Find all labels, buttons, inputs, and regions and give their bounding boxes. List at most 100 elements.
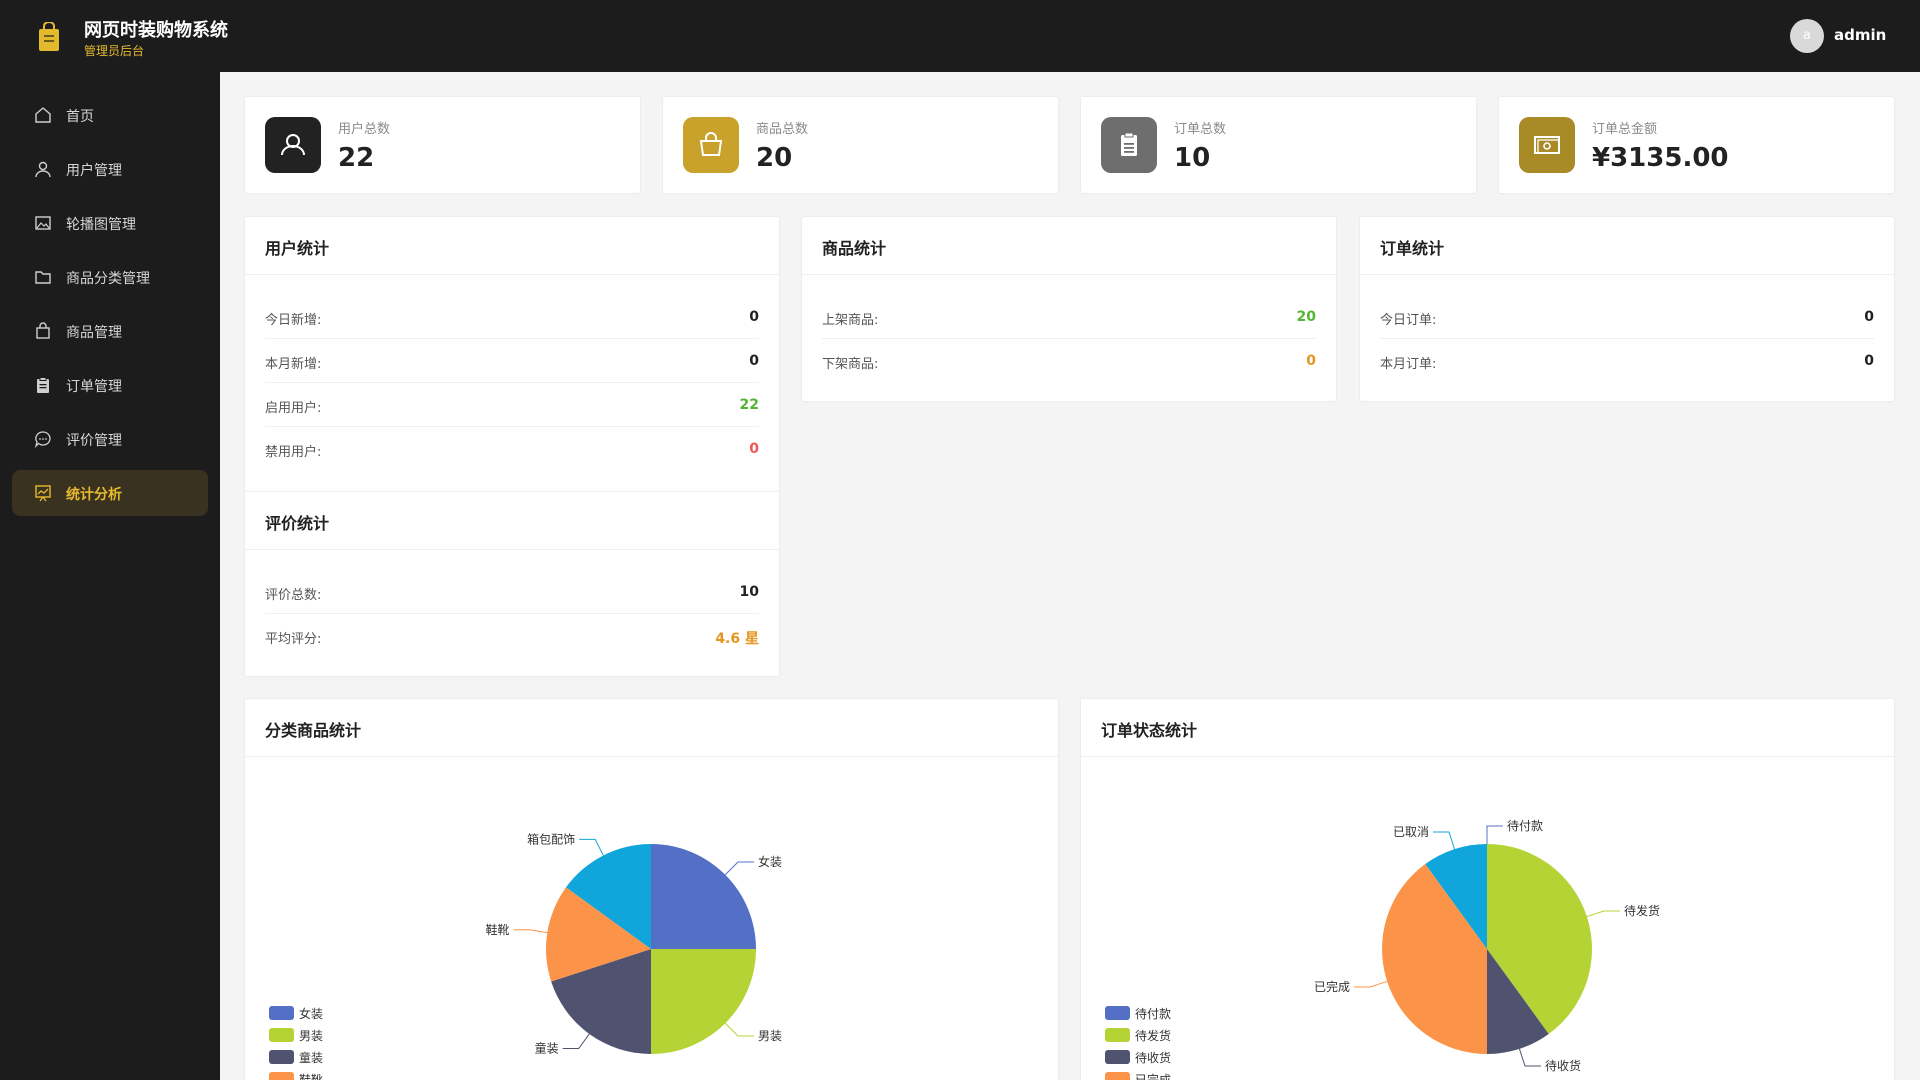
label-line xyxy=(562,1033,590,1050)
pie-slice[interactable] xyxy=(546,887,651,982)
shopping-bag-logo-icon xyxy=(39,22,59,51)
stat-label: 本月订单: xyxy=(1380,357,1437,372)
slice-label: 待发货 xyxy=(1624,903,1660,918)
sidebar-item-carousel[interactable]: 轮播图管理 xyxy=(12,200,208,246)
kpi-card-revenue: 订单总金额 ¥3135.00 xyxy=(1498,96,1895,194)
legend-item[interactable]: 女装 xyxy=(269,1003,389,1021)
pie-slice[interactable] xyxy=(566,844,651,949)
product-stats-card: 商品统计 上架商品: 20 下架商品: 0 xyxy=(801,216,1337,402)
slice-label: 待付款 xyxy=(1507,819,1543,833)
pie-slice[interactable] xyxy=(651,844,756,949)
stat-row: 禁用用户: 0 xyxy=(265,427,759,471)
legend-swatch xyxy=(1105,1028,1130,1042)
kpi-card-orders: 订单总数 10 xyxy=(1080,96,1477,194)
legend-swatch xyxy=(269,1050,294,1064)
sidebar-item-products[interactable]: 商品管理 xyxy=(12,308,208,354)
sidebar-item-label: 订单管理 xyxy=(66,379,122,395)
stat-row: 启用用户: 22 xyxy=(265,383,759,427)
slice-label: 已完成 xyxy=(1314,979,1350,994)
sidebar-item-home[interactable]: 首页 xyxy=(12,92,208,138)
stat-label: 禁用用户: xyxy=(265,445,322,460)
kpi-value: 20 xyxy=(756,143,793,173)
sidebar-item-reviews[interactable]: 评价管理 xyxy=(12,416,208,462)
app-subtitle: 管理员后台 xyxy=(84,44,145,58)
card-title: 订单统计 xyxy=(1380,239,1445,258)
avatar[interactable]: a xyxy=(1790,19,1824,53)
pie-slice[interactable] xyxy=(1487,844,1592,1034)
legend-label: 男装 xyxy=(299,1029,324,1043)
sidebar-item-statistics[interactable]: 统计分析 xyxy=(12,470,208,516)
category-chart-card: 分类商品统计 女装 男装 童装 鞋靴 箱包配饰 女装 男装 童装 鞋靴 xyxy=(244,698,1059,1080)
stat-value: 0 xyxy=(1864,309,1874,325)
legend-item[interactable]: 童装 xyxy=(269,1047,389,1065)
pie-slice[interactable] xyxy=(1487,949,1549,1054)
pie-slice[interactable] xyxy=(651,949,756,1054)
legend-label: 待收货 xyxy=(1135,1051,1172,1065)
user-stats-card: 用户统计 今日新增: 0 本月新增: 0 启用用户: 22 禁用用户: 0 xyxy=(244,216,780,492)
legend-label: 待付款 xyxy=(1135,1007,1172,1021)
pie-slice[interactable] xyxy=(551,949,651,1054)
legend-item[interactable]: 待收货 xyxy=(1105,1047,1225,1065)
card-title: 用户统计 xyxy=(265,239,330,258)
stat-row: 评价总数: 10 xyxy=(265,570,759,614)
legend-label: 已完成 xyxy=(1135,1073,1172,1080)
stat-label: 今日订单: xyxy=(1380,313,1437,328)
home-icon xyxy=(35,107,51,123)
pie-slice[interactable] xyxy=(1382,864,1487,1054)
chat-icon xyxy=(34,431,51,448)
sidebar-item-orders[interactable]: 订单管理 xyxy=(12,362,208,408)
stat-label: 本月新增: xyxy=(265,357,322,372)
stat-label: 评价总数: xyxy=(265,588,322,603)
stat-value: 0 xyxy=(749,353,759,369)
divider xyxy=(245,274,779,275)
legend-swatch xyxy=(1105,1050,1130,1064)
label-line xyxy=(1432,831,1456,850)
legend-label: 鞋靴 xyxy=(299,1073,324,1080)
stat-label: 今日新增: xyxy=(265,313,322,328)
app-title: 网页时装购物系统 xyxy=(84,20,228,41)
clipboard-icon xyxy=(1121,132,1137,156)
legend-label: 童装 xyxy=(299,1051,324,1065)
divider xyxy=(1360,274,1894,275)
legend-item[interactable]: 已完成 xyxy=(1105,1069,1225,1080)
pie-slice[interactable] xyxy=(1425,844,1487,949)
kpi-label: 订单总数 xyxy=(1174,122,1227,137)
username[interactable]: admin xyxy=(1834,26,1887,44)
divider xyxy=(802,274,1336,275)
sidebar-item-users[interactable]: 用户管理 xyxy=(12,146,208,192)
slice-label: 童装 xyxy=(535,1041,559,1056)
legend-label: 女装 xyxy=(299,1007,324,1021)
legend-item[interactable]: 鞋靴 xyxy=(269,1069,389,1080)
stat-value: 0 xyxy=(749,309,759,325)
stat-row: 本月新增: 0 xyxy=(265,339,759,383)
legend-swatch xyxy=(269,1072,294,1080)
sidebar: 首页 用户管理 轮播图管理 商品分类管理 商品管理 订单管理 评价管理 统计分析 xyxy=(0,72,220,1080)
kpi-label: 商品总数 xyxy=(756,122,809,137)
sidebar-item-categories[interactable]: 商品分类管理 xyxy=(12,254,208,300)
slice-label: 箱包配饰 xyxy=(527,831,575,846)
label-line xyxy=(1586,910,1620,918)
stat-row: 今日新增: 0 xyxy=(265,295,759,339)
divider xyxy=(245,756,1058,757)
kpi-label: 订单总金额 xyxy=(1592,122,1658,137)
kpi-value: 22 xyxy=(338,143,375,173)
stat-value: 0 xyxy=(1306,353,1316,369)
kpi-icon-box xyxy=(265,117,321,173)
stat-row: 今日订单: 0 xyxy=(1380,295,1874,339)
kpi-icon-box xyxy=(683,117,739,173)
stat-row: 本月订单: 0 xyxy=(1380,339,1874,383)
slice-label: 已取消 xyxy=(1393,825,1429,839)
money-icon xyxy=(1534,136,1560,154)
label-line xyxy=(1486,825,1503,844)
card-title: 评价统计 xyxy=(265,514,330,533)
shopping-bag-icon xyxy=(699,132,723,156)
legend-item[interactable]: 待发货 xyxy=(1105,1025,1225,1043)
sidebar-item-label: 商品管理 xyxy=(66,325,122,341)
kpi-icon-box xyxy=(1101,117,1157,173)
label-line xyxy=(724,1022,754,1037)
legend-item[interactable]: 男装 xyxy=(269,1025,389,1043)
stat-row: 下架商品: 0 xyxy=(822,339,1316,383)
legend-item[interactable]: 待付款 xyxy=(1105,1003,1225,1021)
